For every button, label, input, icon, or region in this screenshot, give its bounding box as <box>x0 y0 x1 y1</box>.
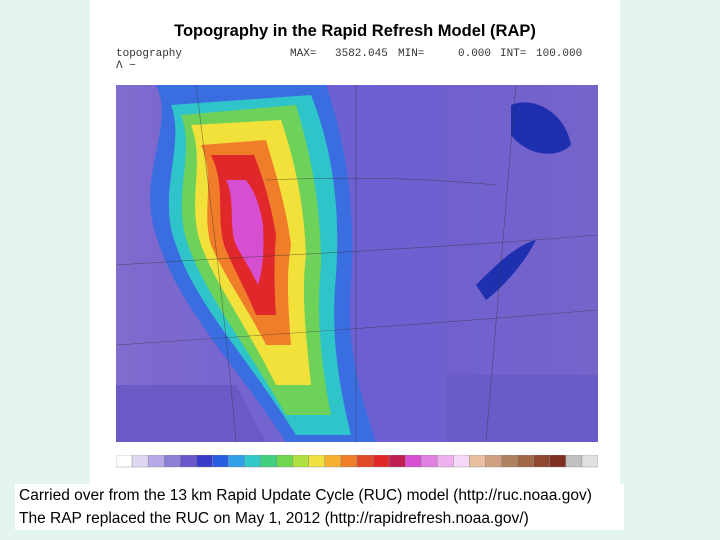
color-cell <box>131 455 149 468</box>
color-cell <box>180 455 197 468</box>
max-label: MAX= <box>290 48 317 60</box>
min-value: 0.000 <box>458 48 492 60</box>
color-cell <box>437 455 454 468</box>
color-cell <box>421 455 438 468</box>
min-label: MIN= <box>398 48 425 60</box>
color-cell <box>485 455 502 468</box>
color-cell <box>260 455 277 468</box>
color-cell <box>372 455 390 468</box>
color-cell <box>196 455 213 468</box>
color-cell <box>388 455 406 468</box>
color-cell <box>340 455 358 468</box>
color-cell <box>517 455 534 468</box>
color-cell <box>292 455 310 468</box>
color-cell <box>244 455 261 468</box>
field-name: topography <box>116 48 183 60</box>
caption-line: Carried over from the 13 km Rapid Update… <box>19 487 592 504</box>
color-cell <box>581 455 598 468</box>
caption-line: The RAP replaced the RUC on May 1, 2012 … <box>19 510 529 527</box>
slide-title: Topography in the Rapid Refresh Model (R… <box>174 22 536 40</box>
color-cell <box>501 455 518 468</box>
color-cell <box>405 455 422 468</box>
caption: Carried over from the 13 km Rapid Update… <box>15 484 624 530</box>
color-cell <box>453 455 470 468</box>
color-bar <box>116 455 598 468</box>
color-cell <box>324 455 342 468</box>
int-value: 100.000 <box>536 48 583 60</box>
color-cell <box>228 455 245 468</box>
color-cell <box>147 455 165 468</box>
color-cell <box>164 455 181 468</box>
color-cell <box>212 455 229 468</box>
color-cell <box>356 455 374 468</box>
color-cell <box>116 455 133 468</box>
int-label: INT= <box>500 48 527 60</box>
color-cell <box>276 455 293 468</box>
field-units: Λ − <box>116 60 136 72</box>
color-cell <box>308 455 326 468</box>
color-cell <box>549 455 567 468</box>
color-cell <box>565 455 583 468</box>
color-cell <box>469 455 486 468</box>
color-cell <box>533 455 551 468</box>
topography-map <box>116 85 598 442</box>
max-value: 3582.045 <box>335 48 388 60</box>
